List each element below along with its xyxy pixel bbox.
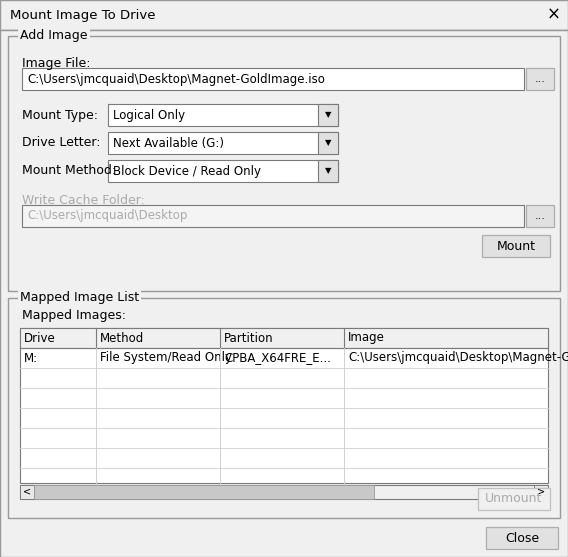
Text: Next Available (G:): Next Available (G:) (113, 136, 224, 149)
Bar (0, 0, 568, 30)
Bar (108, 132, 338, 154)
Text: Close: Close (505, 531, 539, 545)
Bar (482, 235, 550, 257)
Bar (318, 132, 338, 154)
Bar (486, 527, 558, 549)
Bar (534, 485, 548, 499)
Text: Partition: Partition (224, 331, 274, 344)
Text: CPBA_X64FRE_E...: CPBA_X64FRE_E... (224, 351, 331, 364)
Text: ×: × (547, 6, 561, 24)
Text: Mount Image To Drive: Mount Image To Drive (10, 8, 156, 22)
Bar (22, 68, 524, 90)
Text: ▼: ▼ (325, 139, 331, 148)
Text: ...: ... (534, 211, 545, 221)
Bar (108, 160, 338, 182)
Bar (526, 68, 554, 90)
Bar (20, 485, 548, 499)
Text: Write Cache Folder:: Write Cache Folder: (22, 193, 145, 207)
Text: Drive Letter:: Drive Letter: (22, 136, 101, 149)
Text: <: < (23, 487, 31, 497)
Text: Mount Method:: Mount Method: (22, 164, 116, 178)
Text: ...: ... (534, 74, 545, 84)
Text: ▼: ▼ (325, 110, 331, 120)
Text: ▼: ▼ (325, 167, 331, 175)
Text: Mapped Images:: Mapped Images: (22, 309, 126, 321)
Bar (20, 328, 548, 483)
Text: Image File:: Image File: (22, 57, 90, 71)
Text: Unmount: Unmount (485, 492, 542, 506)
Text: Image: Image (348, 331, 385, 344)
Bar (34, 485, 374, 499)
Text: >: > (537, 487, 545, 497)
Bar (20, 485, 34, 499)
Bar (108, 104, 338, 126)
Bar (478, 488, 550, 510)
Bar (20, 328, 548, 348)
Text: Mount Type:: Mount Type: (22, 109, 98, 121)
Text: C:\Users\jmcquaid\Desktop\Magnet-Gold: C:\Users\jmcquaid\Desktop\Magnet-Gold (348, 351, 568, 364)
Text: Logical Only: Logical Only (113, 109, 185, 121)
Bar (8, 298, 560, 518)
Bar (8, 36, 560, 291)
Text: Mount: Mount (496, 240, 536, 252)
Text: File System/Read Only: File System/Read Only (100, 351, 232, 364)
Bar (318, 160, 338, 182)
Bar (526, 205, 554, 227)
Text: C:\Users\jmcquaid\Desktop: C:\Users\jmcquaid\Desktop (27, 209, 187, 222)
Text: Mapped Image List: Mapped Image List (20, 291, 139, 304)
Text: M:: M: (24, 351, 38, 364)
Text: C:\Users\jmcquaid\Desktop\Magnet-GoldImage.iso: C:\Users\jmcquaid\Desktop\Magnet-GoldIma… (27, 72, 325, 86)
Bar (318, 104, 338, 126)
Text: Method: Method (100, 331, 144, 344)
Text: Add Image: Add Image (20, 28, 87, 42)
Bar (22, 205, 524, 227)
Text: Block Device / Read Only: Block Device / Read Only (113, 164, 261, 178)
Text: Drive: Drive (24, 331, 56, 344)
